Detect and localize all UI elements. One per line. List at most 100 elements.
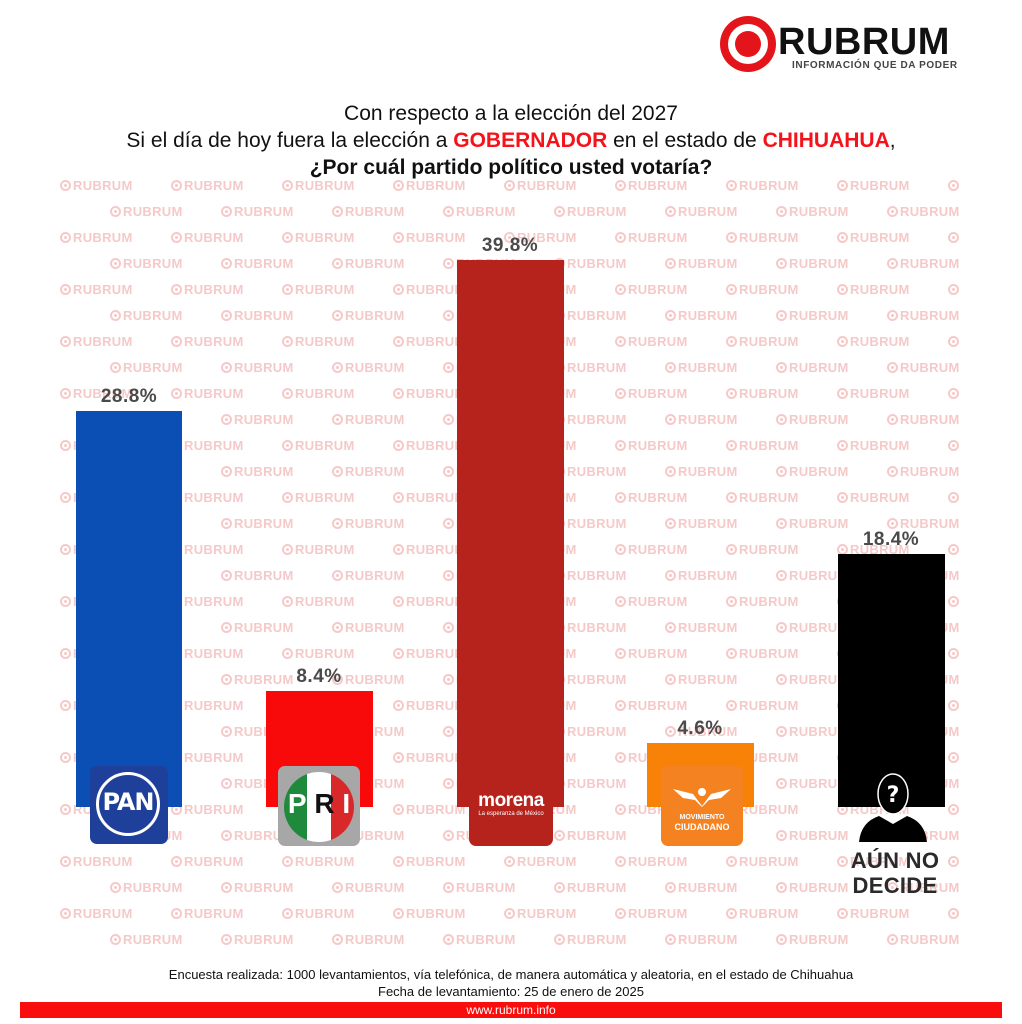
watermark-tile: RUBRUM bbox=[776, 256, 849, 271]
watermark-tile: RUBRUM bbox=[282, 230, 355, 245]
watermark-tile: RUBRUM bbox=[948, 438, 960, 453]
watermark-tile: RUBRUM bbox=[110, 360, 183, 375]
watermark-tile: RUBRUM bbox=[332, 880, 405, 895]
watermark-tile: RUBRUM bbox=[726, 334, 799, 349]
movimiento-ciudadano-logo: MOVIMIENTO CIUDADANO bbox=[661, 766, 743, 846]
watermark-tile: RUBRUM bbox=[393, 178, 466, 193]
watermark-tile: RUBRUM bbox=[665, 256, 738, 271]
watermark-tile: RUBRUM bbox=[948, 854, 960, 869]
watermark-tile: RUBRUM bbox=[948, 490, 960, 505]
watermark-tile: RUBRUM bbox=[60, 230, 133, 245]
watermark-tile: RUBRUM bbox=[948, 802, 960, 817]
watermark-tile: RUBRUM bbox=[221, 568, 294, 583]
watermark-tile: RUBRUM bbox=[887, 256, 960, 271]
watermark-tile: RUBRUM bbox=[221, 412, 294, 427]
watermark-tile: RUBRUM bbox=[726, 490, 799, 505]
pan-logo: PAN bbox=[90, 766, 168, 844]
watermark-tile: RUBRUM bbox=[726, 282, 799, 297]
watermark-tile: RUBRUM bbox=[282, 178, 355, 193]
watermark-tile: RUBRUM bbox=[393, 386, 466, 401]
watermark-tile: RUBRUM bbox=[615, 334, 688, 349]
watermark-tile: RUBRUM bbox=[837, 438, 910, 453]
watermark-tile: RUBRUM bbox=[554, 516, 627, 531]
watermark-tile: RUBRUM bbox=[887, 308, 960, 323]
watermark-tile: RUBRUM bbox=[615, 854, 688, 869]
watermark-tile: RUBRUM bbox=[948, 750, 960, 765]
watermark-tile: RUBRUM bbox=[726, 230, 799, 245]
watermark-tile: RUBRUM bbox=[615, 386, 688, 401]
watermark-tile: RUBRUM bbox=[393, 334, 466, 349]
watermark-tile: RUBRUM bbox=[443, 880, 516, 895]
watermark-tile: RUBRUM bbox=[776, 568, 849, 583]
watermark-tile: RUBRUM bbox=[665, 724, 738, 739]
watermark-tile: RUBRUM bbox=[393, 906, 466, 921]
watermark-tile: RUBRUM bbox=[948, 178, 960, 193]
watermark-tile: RUBRUM bbox=[221, 256, 294, 271]
watermark-tile: RUBRUM bbox=[504, 854, 577, 869]
watermark-tile: RUBRUM bbox=[332, 412, 405, 427]
watermark-tile: RUBRUM bbox=[443, 932, 516, 947]
watermark-tile: RUBRUM bbox=[948, 542, 960, 557]
watermark-tile: RUBRUM bbox=[726, 854, 799, 869]
watermark-tile: RUBRUM bbox=[665, 308, 738, 323]
watermark-tile: RUBRUM bbox=[837, 334, 910, 349]
undecided-label: AÚN NO DECIDE bbox=[850, 848, 940, 898]
watermark-tile: RUBRUM bbox=[615, 906, 688, 921]
watermark-tile: RUBRUM bbox=[948, 334, 960, 349]
watermark-tile: RUBRUM bbox=[615, 542, 688, 557]
watermark-tile: RUBRUM bbox=[393, 438, 466, 453]
bar-label-pan: 28.8% bbox=[100, 386, 158, 407]
watermark-tile: RUBRUM bbox=[615, 594, 688, 609]
watermark-tile: RUBRUM bbox=[171, 230, 244, 245]
watermark-tile: RUBRUM bbox=[776, 412, 849, 427]
eagle-icon bbox=[673, 788, 731, 807]
watermark-tile: RUBRUM bbox=[837, 282, 910, 297]
watermark-tile: RUBRUM bbox=[282, 542, 355, 557]
watermark-tile: RUBRUM bbox=[948, 906, 960, 921]
watermark-tile: RUBRUM bbox=[554, 880, 627, 895]
watermark-tile: RUBRUM bbox=[443, 204, 516, 219]
watermark-tile: RUBRUM bbox=[332, 360, 405, 375]
watermark-tile: RUBRUM bbox=[887, 412, 960, 427]
watermark-tile: RUBRUM bbox=[332, 308, 405, 323]
brand-name: RUBRUM bbox=[778, 21, 950, 63]
watermark-tile: RUBRUM bbox=[282, 490, 355, 505]
watermark-tile: RUBRUM bbox=[776, 724, 849, 739]
watermark-tile: RUBRUM bbox=[615, 282, 688, 297]
watermark-tile: RUBRUM bbox=[171, 282, 244, 297]
watermark-tile: RUBRUM bbox=[837, 906, 910, 921]
watermark-tile: RUBRUM bbox=[110, 308, 183, 323]
person-question-icon: ? bbox=[859, 773, 927, 842]
watermark-tile: RUBRUM bbox=[332, 256, 405, 271]
watermark-tile: RUBRUM bbox=[171, 334, 244, 349]
watermark-tile: RUBRUM bbox=[554, 620, 627, 635]
watermark-tile: RUBRUM bbox=[221, 516, 294, 531]
watermark-tile: RUBRUM bbox=[665, 932, 738, 947]
watermark-tile: RUBRUM bbox=[282, 594, 355, 609]
watermark-tile: RUBRUM bbox=[665, 360, 738, 375]
watermark-tile: RUBRUM bbox=[110, 880, 183, 895]
watermark-tile: RUBRUM bbox=[776, 360, 849, 375]
watermark-tile: RUBRUM bbox=[887, 464, 960, 479]
watermark-tile: RUBRUM bbox=[332, 932, 405, 947]
watermark-tile: RUBRUM bbox=[776, 620, 849, 635]
bar-morena bbox=[457, 260, 564, 807]
rubrum-logo: RUBRUM INFORMACIÓN QUE DA PODER bbox=[720, 14, 1000, 74]
watermark-tile: RUBRUM bbox=[171, 906, 244, 921]
watermark-tile: RUBRUM bbox=[282, 854, 355, 869]
watermark-tile: RUBRUM bbox=[60, 178, 133, 193]
website-link[interactable]: www.rubrum.info bbox=[466, 1003, 556, 1017]
watermark-tile: RUBRUM bbox=[776, 828, 849, 843]
watermark-tile: RUBRUM bbox=[60, 334, 133, 349]
watermark-tile: RUBRUM bbox=[948, 386, 960, 401]
watermark-tile: RUBRUM bbox=[60, 854, 133, 869]
bar-label-pri: 8.4% bbox=[296, 666, 342, 687]
survey-date-note: Fecha de levantamiento: 25 de enero de 2… bbox=[378, 984, 644, 999]
watermark-tile: RUBRUM bbox=[776, 464, 849, 479]
watermark-tile: RUBRUM bbox=[282, 906, 355, 921]
watermark-tile: RUBRUM bbox=[221, 672, 294, 687]
watermark-tile: RUBRUM bbox=[221, 620, 294, 635]
watermark-tile: RUBRUM bbox=[60, 386, 133, 401]
watermark-tile: RUBRUM bbox=[171, 386, 244, 401]
